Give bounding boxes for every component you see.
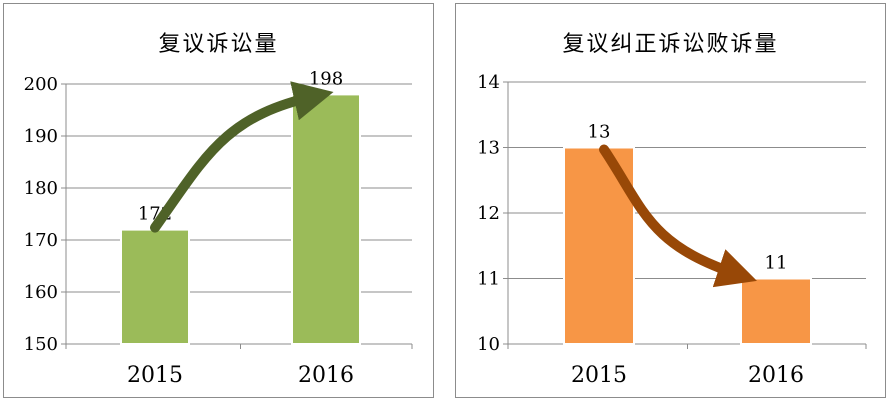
y-tick-label: 180 [24,178,58,199]
y-tick-label: 11 [477,269,500,290]
bar-2015 [120,228,190,346]
data-label: 11 [765,253,788,274]
chart-title: 复议诉讼量 [158,32,279,57]
chart-title: 复议纠正诉讼败诉量 [562,32,779,57]
chart-panel-review-litigation: 复议诉讼量 150 160 170 180 190 200 2015 2016 172 198 [3,3,434,398]
y-tick-label: 14 [477,72,500,93]
x-tick-label: 2016 [298,363,354,388]
trend-arrow [150,81,334,233]
data-label: 198 [309,68,343,89]
x-tick-label: 2015 [127,363,183,388]
x-tick-label: 2015 [571,363,627,388]
x-tick-label: 2016 [748,363,804,388]
bar-2016 [740,277,812,345]
chart-panel-corrected-lost: 复议纠正诉讼败诉量 10 11 12 13 14 2015 2016 13 11 [455,3,886,398]
y-tick-label: 10 [477,334,500,355]
y-tick-label: 200 [24,74,58,95]
y-tick-label: 13 [477,138,500,159]
y-tick-label: 12 [477,203,500,224]
y-tick-label: 170 [24,230,58,251]
y-tick-label: 190 [24,126,58,147]
y-tick-label: 160 [24,282,58,303]
bar-2016 [291,93,361,346]
y-tick-label: 150 [24,334,58,355]
trend-arrow [599,144,757,288]
data-label: 13 [588,122,611,143]
chart-svg: 10 11 12 13 14 2015 2016 13 11 [477,72,867,388]
